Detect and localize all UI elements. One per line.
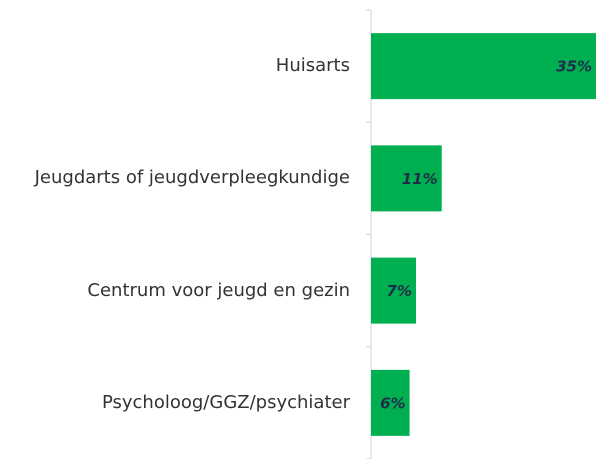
value-label: 11% [402, 170, 438, 188]
category-label: Psycholoog/GGZ/psychiater [101, 391, 350, 413]
category-label-box: Centrum voor jeugd en gezin [0, 251, 350, 331]
value-label: 35% [556, 58, 592, 76]
category-label-box: Huisarts [0, 26, 350, 106]
value-label: 7% [387, 282, 412, 300]
category-label: Jeugdarts of jeugdverpleegkundige [34, 167, 350, 189]
category-label: Huisarts [275, 55, 350, 77]
bar [371, 257, 416, 324]
value-label: 6% [380, 394, 405, 412]
category-label-box: Jeugdarts of jeugdverpleegkundige [0, 138, 350, 218]
category-label-box: Psycholoog/GGZ/psychiater [0, 363, 350, 443]
bar [371, 369, 410, 436]
category-label: Centrum voor jeugd en gezin [87, 279, 350, 301]
bar [371, 145, 442, 212]
bar [371, 33, 596, 100]
